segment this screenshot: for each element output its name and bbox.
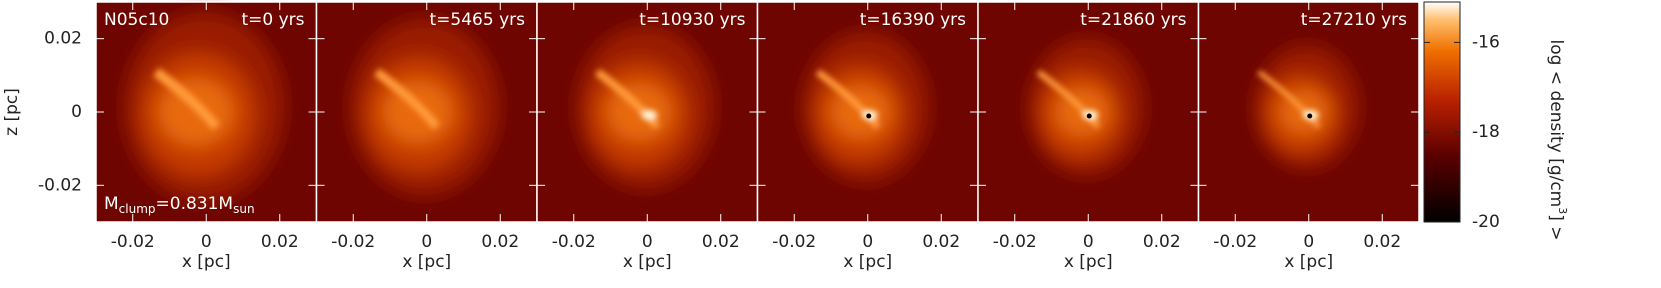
colorbar-label-part: ] > bbox=[1546, 214, 1566, 240]
x-tick-label: 0 bbox=[1083, 232, 1094, 252]
x-axis-label: x [pc] bbox=[182, 252, 231, 272]
x-axis-label: x [pc] bbox=[1284, 252, 1333, 272]
y-tick-label: -0.02 bbox=[38, 175, 82, 195]
x-axis-label: x [pc] bbox=[1064, 252, 1113, 272]
x-tick-label: -0.02 bbox=[552, 232, 596, 252]
mass-label: Mclump=0.831Msun bbox=[104, 194, 255, 216]
x-tick-label: 0.02 bbox=[1363, 232, 1401, 252]
colorbar bbox=[1423, 1, 1461, 223]
time-label: t=16390 yrs bbox=[860, 10, 966, 30]
x-tick-label: 0.02 bbox=[702, 232, 740, 252]
filament-arc bbox=[1257, 70, 1321, 129]
sink bbox=[1307, 113, 1313, 119]
x-axis-label: x [pc] bbox=[623, 252, 672, 272]
x-tick-label: 0.02 bbox=[922, 232, 960, 252]
panel: -0.02 0 0.02 x [pc] t=21860 yrs bbox=[977, 1, 1200, 272]
density-blob bbox=[576, 25, 715, 189]
y-tick-label: 0.02 bbox=[44, 29, 82, 49]
core bbox=[641, 110, 658, 120]
mass-label-sub: sun bbox=[233, 202, 254, 216]
filament-arc bbox=[815, 69, 881, 130]
filament-arc bbox=[1036, 69, 1101, 129]
time-label: t=5465 yrs bbox=[430, 10, 526, 30]
mass-label-sub: clump bbox=[119, 202, 156, 216]
x-tick-label: -0.02 bbox=[993, 232, 1037, 252]
filament bbox=[153, 68, 221, 131]
x-tick-label: 0 bbox=[862, 232, 873, 252]
x-tick-label: 0 bbox=[642, 232, 653, 252]
x-tick-label: 0.02 bbox=[261, 232, 299, 252]
mass-label-part: =0.831M bbox=[156, 194, 234, 214]
panel: -0.02 0 0.02 x [pc] t=5465 yrs bbox=[315, 1, 538, 272]
x-tick-label: 0.02 bbox=[1143, 232, 1181, 252]
filament-arc bbox=[594, 68, 661, 130]
panel: -0.02 0 0.02 -0.02 0 0.02 x [pc] t=0 yrs N05c10 M… bbox=[38, 1, 318, 272]
filament bbox=[594, 68, 661, 130]
colorbar-tick-label: -18 bbox=[1472, 122, 1500, 142]
y-tick-label: 0 bbox=[71, 102, 82, 122]
x-tick-label: -0.02 bbox=[772, 232, 816, 252]
x-tick-label: 0.02 bbox=[481, 232, 519, 252]
panel: -0.02 0 0.02 x [pc] t=27210 yrs bbox=[1197, 1, 1420, 272]
panel: -0.02 0 0.02 x [pc] t=10930 yrs bbox=[536, 1, 759, 272]
x-tick-label: -0.02 bbox=[1213, 232, 1257, 252]
density-blob bbox=[1028, 38, 1144, 176]
x-axis-label: x [pc] bbox=[402, 252, 451, 272]
mass-label-part: M bbox=[104, 194, 119, 214]
x-tick-label: 0 bbox=[421, 232, 432, 252]
time-label: t=10930 yrs bbox=[639, 10, 745, 30]
panel: -0.02 0 0.02 x [pc] t=16390 yrs bbox=[756, 1, 979, 272]
x-tick-label: 0 bbox=[201, 232, 212, 252]
colorbar-label: log < density [g/cm3] > bbox=[1546, 39, 1569, 240]
density-blob bbox=[1254, 45, 1359, 169]
density-blob bbox=[802, 31, 929, 183]
x-tick-label: 0 bbox=[1303, 232, 1314, 252]
x-tick-label: -0.02 bbox=[331, 232, 375, 252]
colorbar-label-sup: 3 bbox=[1556, 207, 1569, 214]
time-label: t=27210 yrs bbox=[1301, 10, 1407, 30]
time-label: t=21860 yrs bbox=[1080, 10, 1186, 30]
time-label: t=0 yrs bbox=[241, 10, 304, 30]
x-axis-label: x [pc] bbox=[843, 252, 892, 272]
colorbar-label-part: log < density [g/cm bbox=[1546, 39, 1566, 207]
y-axis-label: z [pc] bbox=[2, 88, 22, 136]
sink bbox=[1086, 113, 1092, 119]
x-tick-label: -0.02 bbox=[111, 232, 155, 252]
colorbar-tick-label: -20 bbox=[1472, 212, 1500, 232]
filament-arc bbox=[153, 68, 221, 131]
colorbar-tick-label: -16 bbox=[1472, 32, 1500, 52]
run-label: N05c10 bbox=[104, 10, 169, 30]
filament-arc bbox=[374, 68, 441, 130]
filament bbox=[374, 68, 441, 130]
sink bbox=[866, 113, 872, 119]
